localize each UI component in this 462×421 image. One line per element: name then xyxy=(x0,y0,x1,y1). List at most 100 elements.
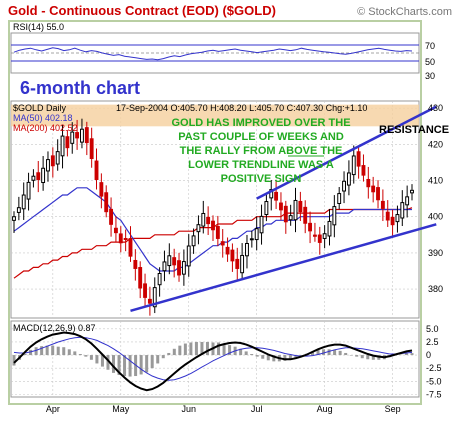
rsi-tick-30: 30 xyxy=(425,71,435,81)
candle-body xyxy=(220,241,225,246)
macd-histogram-bar xyxy=(333,349,337,356)
annotation: GOLD HAS IMPROVED OVER THE PAST COUPLE O… xyxy=(171,117,350,185)
candle xyxy=(351,145,356,184)
candle-body xyxy=(245,242,249,257)
macd-histogram-bar xyxy=(40,346,44,356)
candle xyxy=(385,200,390,227)
macd-tick-1: 2.5 xyxy=(426,337,439,347)
candle xyxy=(288,204,293,226)
macd-histogram-bar xyxy=(45,345,49,356)
candle xyxy=(196,215,201,245)
macd-histogram-bar xyxy=(172,348,176,356)
macd-histogram-bar xyxy=(78,354,82,356)
candle-body xyxy=(196,224,201,233)
candle xyxy=(390,209,395,237)
candle-body xyxy=(191,235,196,247)
macd-histogram-bar xyxy=(194,341,198,356)
macd-histogram-bar xyxy=(100,355,104,367)
macd-histogram-bar xyxy=(410,353,414,356)
candle xyxy=(191,228,196,254)
candle xyxy=(80,118,84,149)
candle xyxy=(337,186,342,210)
candle xyxy=(89,127,94,168)
chart-frame xyxy=(8,20,422,405)
candle xyxy=(118,226,123,253)
candle-body xyxy=(50,155,55,167)
macd-histogram-bar xyxy=(344,352,348,356)
candle-body xyxy=(385,211,390,221)
macd-label: MACD(12,26,9) 0.87 xyxy=(13,323,96,333)
month-label-jun: Jun xyxy=(181,404,196,414)
macd-histogram-bar xyxy=(261,355,265,359)
candle xyxy=(172,248,177,278)
macd-histogram-bar xyxy=(299,355,303,356)
annotation-line-1: GOLD HAS IMPROVED OVER THE xyxy=(171,117,350,129)
candle xyxy=(138,261,143,299)
macd-histogram-bar xyxy=(178,345,182,356)
candle-body xyxy=(264,201,269,216)
macd-histogram-bar xyxy=(288,355,292,360)
symbol-label: $GOLD Daily xyxy=(13,103,67,113)
candle-body xyxy=(279,202,283,211)
rsi-label: RSI(14) 55.0 xyxy=(13,22,64,32)
macd-histogram-bar xyxy=(366,355,370,360)
candle xyxy=(371,176,376,203)
macd-histogram-bar xyxy=(294,355,298,358)
candle xyxy=(312,222,317,242)
candle xyxy=(31,169,36,188)
candle xyxy=(225,237,230,262)
candle xyxy=(400,190,405,227)
candle-body xyxy=(254,228,259,241)
candle-body xyxy=(80,128,84,143)
macd-histogram-bar xyxy=(106,355,110,370)
ma50-line xyxy=(13,187,412,272)
resistance-band xyxy=(11,104,419,127)
candle-body xyxy=(215,225,220,239)
candle xyxy=(264,194,269,222)
macd-histogram-bar xyxy=(95,355,99,364)
candle xyxy=(240,243,245,280)
candle xyxy=(283,200,288,234)
upper-trendline xyxy=(256,105,437,200)
candle-body xyxy=(361,165,366,176)
macd-histogram-bar xyxy=(128,355,132,377)
price-tick-400: 400 xyxy=(428,212,443,222)
candle xyxy=(162,250,167,282)
candle xyxy=(293,187,298,233)
candle xyxy=(342,171,346,204)
candle-body xyxy=(157,273,162,286)
candle-body xyxy=(283,205,288,223)
candle xyxy=(220,229,225,258)
macd-histogram-bar xyxy=(67,349,71,356)
candle xyxy=(346,160,351,196)
candle-body xyxy=(327,220,332,237)
candle xyxy=(308,211,313,244)
candle xyxy=(157,267,162,297)
ma50-label: MA(50) 402.18 xyxy=(13,113,73,123)
copyright-label[interactable]: © StockCharts.com xyxy=(357,6,452,18)
candle-body xyxy=(94,160,99,180)
candle-body xyxy=(70,131,75,144)
macd-histogram-bar xyxy=(117,355,121,375)
rsi-tick-50: 50 xyxy=(425,57,435,67)
candle-body xyxy=(356,151,361,167)
candle-body xyxy=(12,216,16,221)
candle-body xyxy=(317,234,322,243)
candle-body xyxy=(109,208,114,225)
candle-body xyxy=(206,216,211,225)
candle-body xyxy=(376,187,380,201)
candle xyxy=(332,195,337,238)
candle-body xyxy=(400,202,405,219)
candle xyxy=(181,249,186,286)
macd-histogram-bar xyxy=(239,348,243,356)
macd-histogram-bar xyxy=(272,355,276,362)
candle xyxy=(395,205,400,233)
macd-histogram-bar xyxy=(404,353,408,356)
macd-histogram-bar xyxy=(371,355,375,360)
macd-histogram-bar xyxy=(112,355,115,373)
candle-body xyxy=(152,287,157,308)
candle xyxy=(26,172,31,211)
candle-body xyxy=(201,212,206,227)
macd-tick-2: 0 xyxy=(426,350,431,360)
